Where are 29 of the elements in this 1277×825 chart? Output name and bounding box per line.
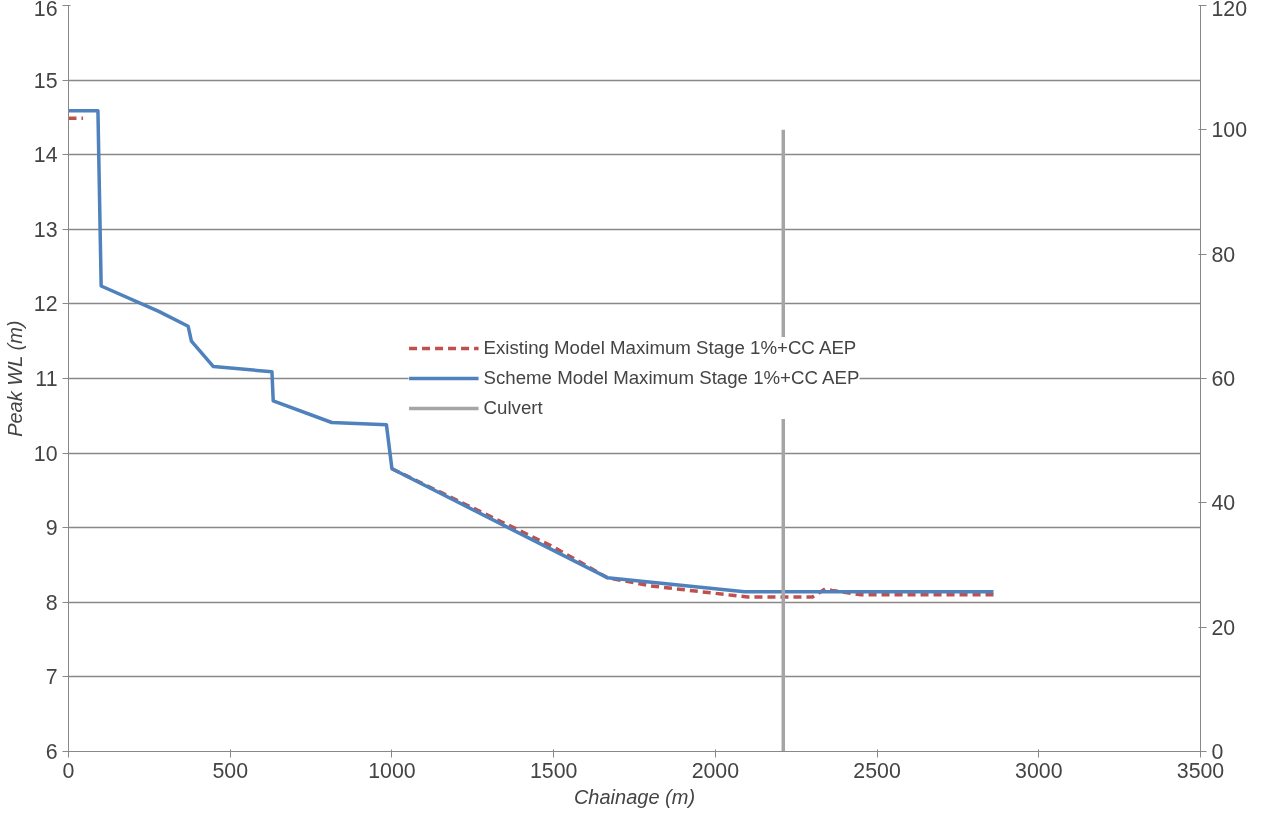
y-tick-label: 15: [33, 68, 58, 93]
y2-tick-label: 40: [1211, 491, 1236, 516]
y2-tick-label: 80: [1211, 242, 1236, 267]
x-tick-label: 2000: [691, 758, 740, 783]
y-tick-label: 6: [45, 740, 58, 764]
legend-label: Existing Model Maximum Stage 1%+CC AEP: [483, 337, 857, 359]
x-axis-title: Chainage (m): [573, 785, 696, 808]
x-tick-label: 500: [212, 758, 249, 783]
legend-label: Culvert: [483, 397, 543, 419]
y-tick-label: 14: [33, 143, 58, 168]
y-tick-label: 10: [33, 441, 58, 466]
y-tick-label: 7: [45, 665, 58, 690]
y-tick-label: 11: [35, 367, 58, 391]
y2-tick-label: 100: [1211, 118, 1248, 143]
x-tick-label: 1500: [529, 758, 578, 783]
y-tick-label: 8: [45, 590, 58, 615]
y2-tick-label: 20: [1211, 615, 1236, 640]
x-tick-label: 2500: [853, 758, 901, 783]
y-tick-label: 9: [45, 516, 58, 541]
y2-tick-label: 120: [1211, 0, 1248, 21]
y-axis-title: Peak WL (m): [3, 320, 26, 437]
x-tick-label: 1000: [368, 758, 416, 783]
legend-label: Scheme Model Maximum Stage 1%+CC AEP: [483, 367, 860, 389]
y-tick-label: 13: [33, 217, 58, 242]
y-tick-label: 12: [33, 292, 58, 317]
y2-tick-label: 60: [1211, 367, 1236, 391]
y-tick-label: 16: [33, 0, 58, 21]
x-tick-label: 0: [62, 758, 75, 783]
x-tick-label: 3000: [1015, 758, 1063, 783]
